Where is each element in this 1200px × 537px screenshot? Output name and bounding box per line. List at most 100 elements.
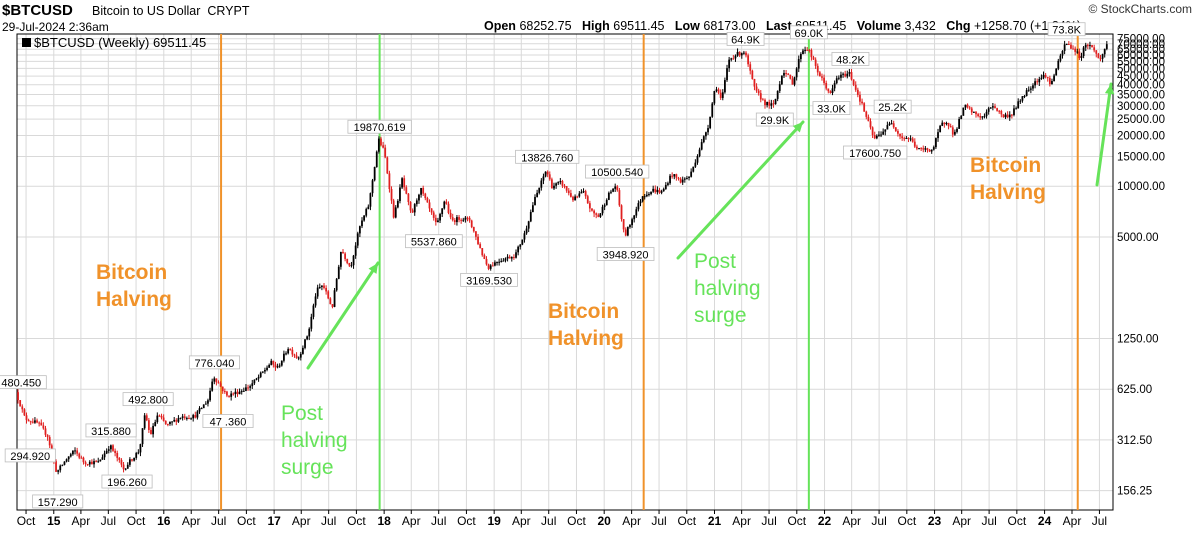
price-bar — [1042, 74, 1045, 78]
price-bar — [878, 134, 880, 136]
price-bar — [892, 123, 895, 128]
price-bar — [394, 207, 397, 218]
price-bar — [196, 411, 199, 418]
price-bar — [977, 114, 980, 117]
price-bar — [139, 444, 142, 453]
price-label-box — [755, 112, 794, 127]
price-bar — [797, 59, 800, 69]
price-bar — [342, 251, 344, 254]
price-bar — [318, 286, 321, 288]
price-label: 3948.920 — [603, 249, 649, 261]
price-bar — [1046, 77, 1049, 79]
grid-lines — [17, 34, 1113, 510]
price-label-box — [202, 414, 254, 428]
price-bar — [314, 296, 317, 306]
price-bar — [483, 255, 486, 259]
price-bar — [536, 192, 539, 197]
price-bar — [951, 127, 954, 135]
price-bar — [1091, 45, 1093, 48]
price-bar — [572, 196, 574, 201]
price-bar — [350, 265, 353, 267]
price-bar — [375, 151, 378, 168]
price-bar — [1008, 114, 1011, 118]
price-bar — [61, 464, 64, 466]
price-bar — [257, 376, 260, 379]
price-bar — [593, 210, 595, 214]
price-label: 480.450 — [1, 378, 41, 390]
price-bar — [1095, 50, 1098, 54]
halving-annotation-1: Bitcoin Halving — [96, 259, 172, 313]
price-bar — [865, 111, 868, 117]
price-bar — [738, 51, 741, 56]
price-label: 315.880 — [91, 426, 131, 438]
x-tick-label: Oct — [17, 514, 36, 528]
price-bar — [211, 381, 214, 391]
price-bar — [308, 328, 311, 337]
price-bar — [768, 101, 771, 106]
price-bar — [818, 72, 821, 77]
price-bar — [1084, 44, 1087, 48]
price-bar — [561, 181, 564, 186]
price-bar — [837, 77, 840, 79]
price-label-box — [85, 423, 137, 438]
price-bar — [804, 49, 806, 51]
price-bar — [297, 357, 300, 359]
price-bar — [639, 201, 642, 204]
price-bar — [1021, 96, 1024, 101]
price-bar — [816, 65, 819, 73]
surge-annotation-1: Post halving surge — [281, 400, 348, 481]
price-bar — [607, 192, 610, 200]
price-bar — [753, 78, 756, 87]
price-bar — [95, 461, 98, 463]
price-bar — [778, 84, 781, 91]
price-bar — [534, 196, 536, 206]
price-bar — [740, 53, 743, 56]
price-bar — [29, 421, 32, 423]
price-bar — [78, 453, 81, 458]
price-bar — [567, 190, 570, 194]
price-bar — [622, 219, 625, 230]
price-bar — [631, 219, 633, 226]
x-tick-label: Jul — [211, 514, 226, 528]
annotation-line: Halving — [970, 181, 1046, 204]
price-bar — [981, 116, 984, 118]
series-legend: $BTCUSD (Weekly) 69511.45 — [22, 35, 206, 50]
price-label: 64.9K — [731, 34, 760, 46]
price-bar — [226, 391, 228, 396]
price-bar — [445, 201, 448, 204]
price-bar — [283, 353, 285, 361]
price-bar — [320, 285, 323, 287]
price-bar — [209, 390, 211, 401]
price-label-box — [122, 392, 174, 407]
price-bar — [595, 213, 598, 215]
x-tick-label: Apr — [732, 514, 751, 528]
price-bar — [188, 418, 190, 420]
price-bar — [352, 255, 355, 266]
price-bar — [312, 305, 315, 317]
x-tick-label: Jul — [871, 514, 886, 528]
x-tick-label: Apr — [292, 514, 311, 528]
price-bar — [44, 428, 47, 435]
price-bar — [420, 187, 422, 195]
price-bar — [346, 258, 349, 264]
price-bar — [732, 58, 735, 60]
price-bar — [356, 233, 359, 246]
price-bar — [472, 227, 475, 232]
price-bar — [673, 174, 676, 177]
price-bar — [747, 55, 750, 65]
price-bar — [84, 462, 87, 464]
annotation-line: Halving — [548, 327, 624, 350]
arrow-shaft — [676, 120, 805, 260]
price-label: 5537.860 — [411, 237, 457, 249]
price-bar — [970, 108, 973, 113]
price-bar — [34, 420, 36, 423]
price-bar — [553, 185, 555, 189]
price-bar — [141, 428, 144, 445]
price-bar — [502, 260, 505, 262]
exchange-text: CRYPT — [207, 4, 250, 18]
price-bar — [449, 212, 452, 218]
price-bar — [156, 415, 159, 423]
price-bar — [295, 355, 298, 358]
price-bar — [633, 215, 636, 220]
price-label-box — [460, 272, 518, 287]
